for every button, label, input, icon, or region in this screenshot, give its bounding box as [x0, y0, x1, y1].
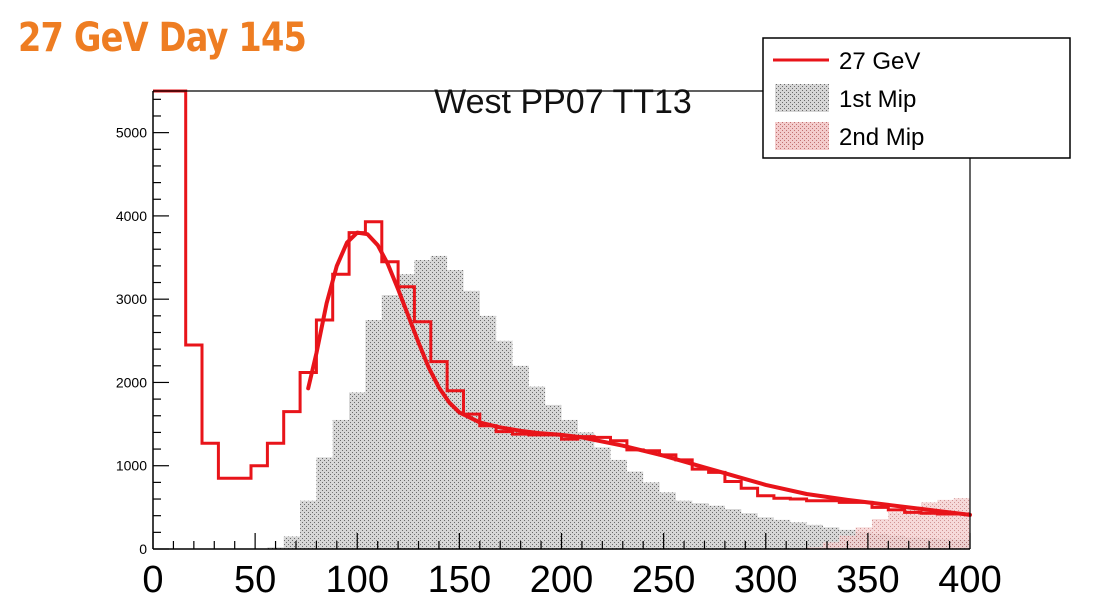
- y-tick-label: 2000: [116, 374, 147, 390]
- mip1-bar: [430, 255, 448, 549]
- mip1-bar: [806, 524, 823, 549]
- mip1-bar: [349, 392, 366, 549]
- mip1-bar: [300, 500, 317, 549]
- mip1-bar: [414, 260, 431, 549]
- mip1-bar: [545, 404, 562, 549]
- x-tick-label: 0: [142, 559, 163, 601]
- mip1-bar: [675, 500, 693, 549]
- mip1-bar: [561, 419, 578, 549]
- plot-area: 0 1000 2000 3000 4000 5000 0 50 100 150 200 250 300 3…: [116, 89, 1002, 601]
- mip1-bar: [692, 503, 709, 549]
- mip1-bar: [643, 482, 660, 549]
- mip2-bar: [904, 506, 921, 549]
- mip1-bar: [741, 513, 758, 549]
- legend-label: 1st Mip: [839, 86, 916, 113]
- mip1-bar: [528, 386, 546, 549]
- mip2-bar: [888, 512, 905, 549]
- legend: 27 GeV 1st Mip 2nd Mip: [762, 37, 1071, 159]
- x-tick-label: 200: [530, 559, 593, 601]
- y-tick-label: 3000: [116, 291, 147, 307]
- mip1-bar: [365, 320, 382, 549]
- mip2-bar: [822, 542, 840, 549]
- chart-title: West PP07 TT13: [434, 83, 692, 121]
- mip1-bar: [724, 509, 742, 549]
- legend-marker-mip1: [775, 84, 829, 112]
- mip1-bar: [512, 365, 529, 549]
- mip1-bar: [316, 457, 333, 549]
- slide-title: 27 GeV Day 145: [18, 15, 307, 61]
- mip1-bar: [577, 432, 595, 549]
- x-tick-label: 150: [428, 559, 491, 601]
- mip1-bar: [773, 519, 791, 549]
- y-tick-label: 5000: [116, 125, 147, 141]
- y-tick-label: 0: [139, 541, 147, 557]
- mip1-bar: [708, 505, 725, 549]
- data-27gev-step-line: [153, 89, 970, 516]
- mip1-bar: [283, 536, 301, 549]
- mip2-bar: [806, 547, 823, 549]
- x-tick-label: 400: [938, 559, 1001, 601]
- legend-marker-mip2: [775, 122, 829, 150]
- mip2-bar: [855, 527, 872, 549]
- mip1-bar: [496, 340, 513, 549]
- mip1-bar: [659, 492, 676, 549]
- mip2-bar: [871, 519, 889, 549]
- mip1-bar: [381, 295, 399, 549]
- x-tick-label: 300: [734, 559, 797, 601]
- mip1-bar: [610, 459, 627, 549]
- x-tick-label: 50: [234, 559, 276, 601]
- y-tick-label: 4000: [116, 208, 147, 224]
- legend-label: 27 GeV: [839, 48, 920, 75]
- mip1-bar: [398, 274, 415, 549]
- x-tick-label: 350: [836, 559, 899, 601]
- mip2-bar: [937, 499, 954, 549]
- fit-curve: [306, 230, 972, 517]
- mip1-bar: [594, 447, 611, 549]
- legend-label: 2nd Mip: [839, 124, 924, 151]
- mip1-bar: [332, 419, 350, 549]
- mip1-bar: [479, 315, 497, 549]
- y-tick-label: 1000: [116, 458, 147, 474]
- mip2-bar: [953, 498, 970, 549]
- x-tick-label: 250: [632, 559, 695, 601]
- mip1-bar: [790, 522, 807, 549]
- x-tick-label: 100: [326, 559, 389, 601]
- mip1-bar: [626, 471, 644, 549]
